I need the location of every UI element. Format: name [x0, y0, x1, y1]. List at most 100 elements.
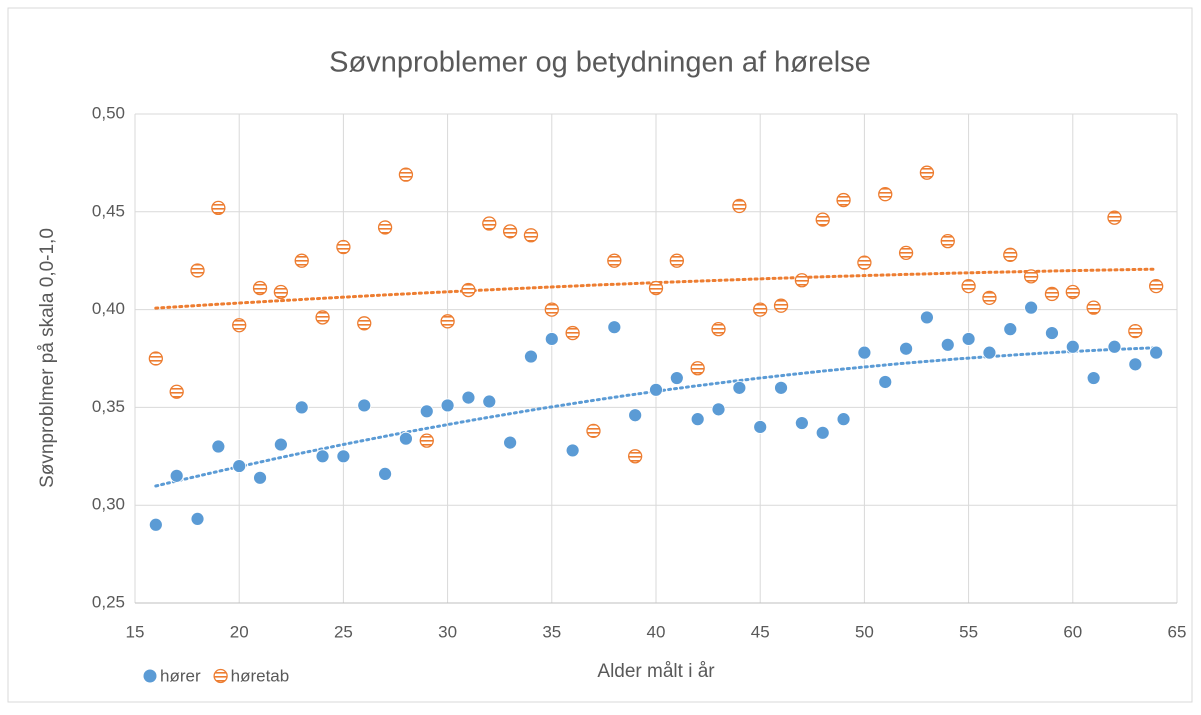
x-axis-label: Alder målt i år — [597, 661, 715, 682]
legend-label: høretab — [231, 666, 290, 685]
point — [232, 318, 247, 333]
point — [169, 384, 184, 399]
point — [607, 253, 622, 268]
point — [419, 404, 434, 419]
point — [669, 371, 684, 385]
point — [982, 290, 997, 306]
point — [211, 200, 226, 216]
point — [753, 302, 768, 317]
y-tick-label: 0,25 — [92, 592, 125, 611]
x-tick-label: 45 — [751, 622, 770, 641]
point — [1045, 326, 1059, 340]
y-tick-label: 0,50 — [92, 103, 125, 122]
point — [190, 511, 205, 526]
point — [899, 341, 913, 356]
x-tick-label: 35 — [542, 622, 561, 641]
point — [148, 351, 163, 366]
point — [1107, 210, 1122, 225]
point — [1086, 371, 1101, 385]
point — [273, 437, 288, 452]
point — [524, 349, 538, 364]
point — [273, 284, 289, 300]
point — [898, 245, 914, 261]
point — [857, 345, 872, 360]
point — [399, 431, 413, 446]
x-tick-label: 55 — [959, 622, 978, 641]
point — [523, 228, 539, 243]
point — [503, 435, 518, 450]
point — [607, 320, 622, 335]
point — [482, 394, 497, 409]
x-tick-label: 30 — [438, 622, 457, 641]
point — [544, 332, 559, 346]
point — [1128, 357, 1143, 372]
point — [482, 216, 497, 231]
point — [920, 310, 934, 325]
y-tick-label: 0,45 — [92, 201, 125, 220]
y-tick-label: 0,35 — [92, 397, 125, 416]
y-axis-label: Søvnproblmer på skala 0,0-1,0 — [37, 228, 58, 488]
legend-label: hører — [160, 666, 201, 685]
point — [419, 433, 434, 448]
point — [377, 220, 393, 235]
x-tick-label: 15 — [126, 622, 145, 641]
point — [252, 280, 268, 296]
point — [711, 402, 726, 417]
point — [294, 253, 309, 268]
point — [1003, 247, 1018, 262]
point — [378, 467, 392, 481]
point — [315, 449, 330, 464]
point — [357, 316, 372, 331]
point — [1149, 345, 1164, 360]
point — [336, 239, 351, 255]
x-tick-label: 20 — [230, 622, 249, 641]
point — [398, 167, 414, 182]
point — [836, 192, 851, 208]
point — [315, 310, 330, 325]
y-tick-label: 0,30 — [92, 495, 125, 514]
y-tick-label: 0,40 — [92, 299, 125, 318]
point — [649, 382, 663, 397]
point — [961, 278, 976, 294]
point — [1149, 278, 1164, 294]
x-tick-label: 50 — [855, 622, 874, 641]
point — [211, 439, 226, 454]
point — [232, 459, 247, 473]
chart-title: Søvnproblemer og betydningen af hørelse — [329, 47, 871, 79]
point — [690, 412, 705, 427]
point — [440, 398, 455, 413]
point — [815, 425, 830, 440]
point — [648, 280, 664, 296]
legend-marker — [143, 669, 157, 683]
point — [336, 449, 351, 464]
point — [544, 302, 559, 317]
point — [690, 361, 705, 376]
point — [565, 443, 580, 458]
point — [1107, 339, 1122, 354]
point — [878, 375, 893, 389]
point — [857, 255, 872, 270]
point — [878, 187, 893, 202]
x-tick-label: 65 — [1168, 622, 1187, 641]
point — [169, 468, 184, 483]
point — [940, 233, 955, 249]
x-tick-label: 25 — [334, 622, 353, 641]
point — [794, 416, 809, 430]
point — [753, 420, 768, 434]
point — [586, 423, 601, 439]
point — [836, 412, 851, 427]
point — [1024, 300, 1039, 315]
point — [961, 332, 976, 346]
point — [190, 263, 205, 278]
legend-marker — [213, 668, 228, 684]
point — [1044, 286, 1060, 302]
point — [982, 345, 997, 360]
point — [774, 380, 788, 395]
point — [1023, 269, 1039, 284]
point — [628, 449, 643, 464]
point — [461, 390, 476, 405]
point — [1065, 339, 1080, 354]
point — [1086, 300, 1101, 315]
point — [815, 212, 830, 227]
point — [565, 325, 580, 341]
